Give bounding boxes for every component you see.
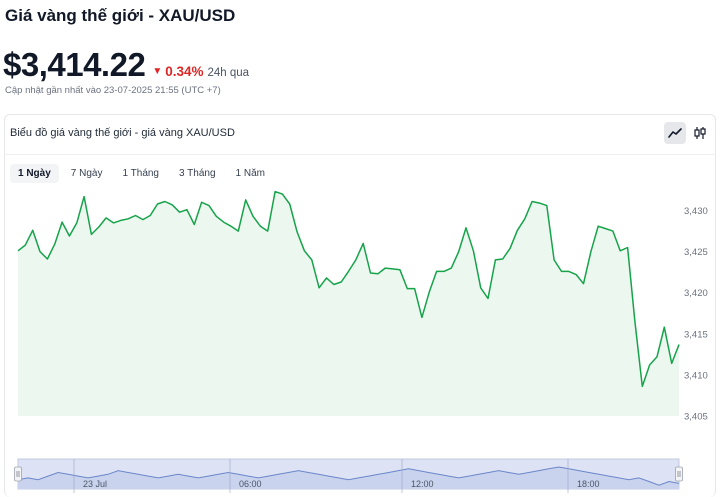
y-tick-label: 3,430: [684, 206, 708, 217]
navigator-x-label: 12:00: [411, 479, 434, 489]
navigator-area: [18, 467, 679, 489]
navigator-line: [17, 466, 680, 486]
navigator-x-label: 23 Jul: [83, 479, 107, 489]
time-range-tabs: 1 Ngày 7 Ngày 1 Tháng 3 Tháng 1 Năm: [10, 164, 273, 183]
caret-down-icon: ▼: [152, 66, 163, 77]
y-tick-label: 3,410: [684, 370, 708, 381]
page-title: Giá vàng thế giới - XAU/USD: [5, 6, 236, 25]
current-price: $3,414.22: [3, 46, 146, 83]
line-chart-icon: [668, 128, 682, 138]
chart-type-toggle: [664, 122, 711, 144]
tab-7-days[interactable]: 7 Ngày: [70, 168, 103, 179]
candlestick-icon: [694, 127, 706, 139]
last-updated: Cập nhật gần nhất vào 23-07-2025 21:55 (…: [5, 85, 221, 96]
y-tick-label: 3,420: [684, 288, 708, 299]
tab-1-year[interactable]: 1 Năm: [235, 168, 265, 179]
navigator-x-label: 18:00: [577, 479, 600, 489]
navigator-left-handle[interactable]: [14, 466, 22, 482]
price-row: $3,414.22 ▼ 0.34% 24h qua: [3, 46, 249, 84]
candlestick-button[interactable]: [689, 122, 711, 144]
navigator-x-label: 06:00: [239, 479, 262, 489]
line-chart-button[interactable]: [664, 122, 686, 144]
tab-1-month[interactable]: 1 Tháng: [122, 168, 159, 179]
tab-1-day[interactable]: 1 Ngày: [10, 164, 59, 183]
y-tick-label: 3,405: [684, 412, 708, 423]
y-axis: 3,430 3,425 3,420 3,415 3,410 3,405: [684, 206, 708, 422]
card-divider: [5, 154, 715, 155]
range-navigator[interactable]: 23 Jul 06:00 12:00 18:00: [14, 458, 683, 493]
tab-3-months[interactable]: 3 Tháng: [179, 168, 216, 179]
price-change: ▼ 0.34% 24h qua: [152, 64, 249, 79]
chart-title: Biểu đồ giá vàng thế giới - giá vàng XAU…: [10, 127, 235, 139]
y-tick-label: 3,415: [684, 329, 708, 340]
navigator-right-handle[interactable]: [675, 466, 683, 482]
y-tick-label: 3,425: [684, 247, 708, 258]
change-percent: 0.34%: [165, 64, 204, 79]
price-line: [17, 190, 680, 388]
price-area-fill: [18, 191, 679, 416]
plot-area: [17, 190, 680, 416]
change-period: 24h qua: [207, 67, 250, 79]
